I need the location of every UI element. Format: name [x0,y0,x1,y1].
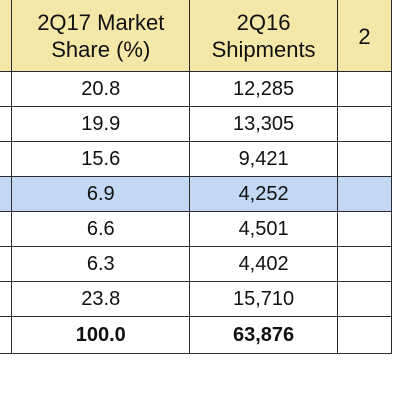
shipments-cell: 12,285 [189,71,338,107]
header-row: 2Q17 Market Share (%) 2Q16 Shipments 2 [0,0,393,72]
market-share-cell: 15.6 [11,141,191,177]
header-cell-market-share: 2Q17 Market Share (%) [11,0,191,72]
vendor-cell [0,316,13,354]
market-share-cell: 20.8 [11,71,191,107]
partial-cell [336,316,393,354]
market-share-cell: 6.9 [11,176,191,212]
table-row: 19.9 13,305 [0,106,393,142]
partial-cell [336,176,393,212]
market-share-cell: 19.9 [11,106,191,142]
vendor-cell [0,211,13,247]
partial-cell [336,246,393,282]
table-row: 6.6 4,501 [0,211,393,247]
header-line: 2Q16 [236,10,291,35]
header-line: Shipments [211,37,316,62]
table-body: 2Q17 Market Share (%) 2Q16 Shipments 2 2… [0,0,393,354]
partial-cell [336,141,393,177]
table-row: 20.8 12,285 [0,71,393,107]
shipments-cell: 63,876 [189,316,338,354]
vendor-cell [0,246,13,282]
table-row: 6.3 4,402 [0,246,393,282]
market-share-cell: 6.6 [11,211,191,247]
partial-cell [336,281,393,317]
partial-cell [336,211,393,247]
header-cell-vendor [0,0,13,72]
shipments-cell: 15,710 [189,281,338,317]
header-line: 2Q17 Market [37,10,165,35]
table-row: 15.6 9,421 [0,141,393,177]
vendor-cell [0,176,13,212]
vendor-cell [0,106,13,142]
market-share-cell: 6.3 [11,246,191,282]
header-cell-shipments: 2Q16 Shipments [189,0,338,72]
shipments-cell: 13,305 [189,106,338,142]
market-share-cell: 100.0 [11,316,191,354]
header-cell-partial: 2 [336,0,393,72]
shipments-cell: 4,402 [189,246,338,282]
partial-cell [336,106,393,142]
shipments-cell: 4,501 [189,211,338,247]
market-share-cell: 23.8 [11,281,191,317]
vendor-cell [0,141,13,177]
table-row: 6.9 4,252 [0,176,393,212]
header-line: Share (%) [51,37,151,62]
shipments-cell: 9,421 [189,141,338,177]
partial-cell [336,71,393,107]
header-line: 2 [358,23,371,49]
vendor-cell [0,281,13,317]
table-row: 23.8 15,710 [0,281,393,317]
shipments-cell: 4,252 [189,176,338,212]
vendor-cell [0,71,13,107]
market-share-table: 2Q17 Market Share (%) 2Q16 Shipments 2 2… [0,0,393,354]
total-row: 100.0 63,876 [0,316,393,354]
